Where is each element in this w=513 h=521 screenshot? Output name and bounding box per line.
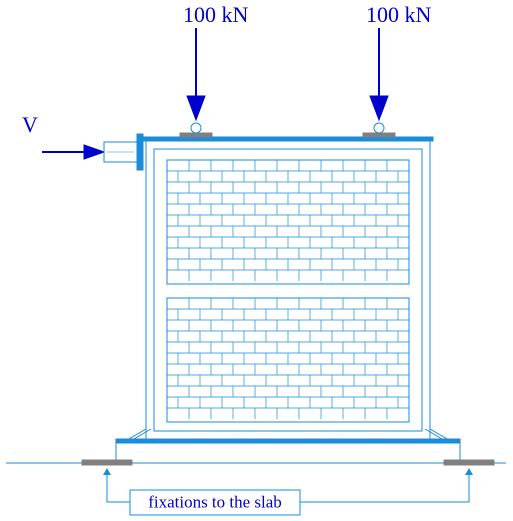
load-label-left: 100 kN (183, 2, 249, 27)
top-cap (143, 137, 433, 141)
v-label: V (22, 112, 38, 137)
load-label-right: 100 kN (366, 2, 432, 27)
fixation-label: fixations to the slab (148, 493, 282, 512)
